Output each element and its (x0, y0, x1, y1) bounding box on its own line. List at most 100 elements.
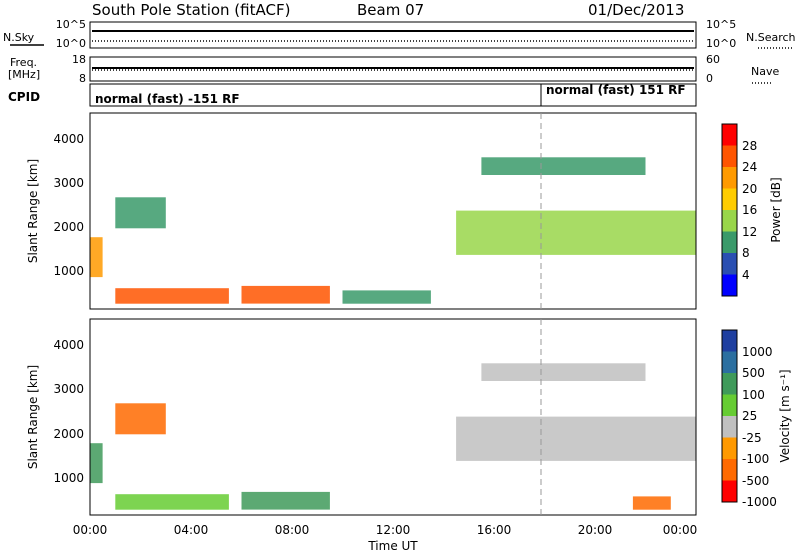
xtick-2000: 20:00 (578, 523, 613, 537)
velocity-colorbar-swatch-7 (722, 480, 737, 503)
power-colorbar-swatch-1 (722, 145, 737, 168)
nave-label: Nave (751, 65, 779, 78)
x-axis-ticks: 00:00 04:00 08:00 12:00 16:00 20:00 00:0… (73, 523, 698, 537)
freq-panel (89, 56, 697, 82)
nsky-panel (89, 21, 697, 49)
nsearch-label: N.Search (746, 31, 796, 44)
nsearch-tick-high: 10^5 (706, 18, 736, 31)
freq-label-line2: [MHz] (8, 68, 40, 81)
power-colorbar-ticks: 28 24 20 16 12 8 4 (742, 139, 757, 282)
velocity-heatmap (90, 363, 696, 510)
xtick-0800: 08:00 (275, 523, 310, 537)
velocity-region-4 (481, 363, 646, 381)
cpid-panel (89, 83, 697, 107)
power-colorbar-swatch-3 (722, 188, 737, 211)
power-colorbar-swatch-2 (722, 167, 737, 189)
velocity-region-6 (632, 496, 671, 510)
nsky-label: N.Sky (3, 31, 35, 44)
velocity-colorbar (722, 330, 737, 503)
velocity-colorbar-swatch-6 (722, 459, 737, 481)
velocity-cb-tick-500: 500 (742, 366, 765, 380)
power-region-1 (115, 288, 229, 304)
x-axis-label: Time UT (367, 539, 418, 553)
velocity-cb-tick-1000: 1000 (742, 345, 773, 359)
xtick-0000: 00:00 (73, 523, 108, 537)
power-ytick-3000: 3000 (53, 176, 84, 190)
velocity-colorbar-swatch-2 (722, 373, 737, 395)
nave-tick-low: 0 (706, 72, 713, 85)
power-colorbar (722, 124, 737, 297)
power-region-6 (115, 197, 166, 229)
velocity-region-2 (241, 491, 330, 510)
power-colorbar-swatch-6 (722, 253, 737, 275)
power-region-3 (342, 290, 431, 304)
cpid-label: CPID (8, 90, 40, 104)
velocity-cb-tick-neg100: -100 (742, 452, 769, 466)
velocity-ylabel: Slant Range [km] (26, 365, 40, 469)
power-ytick-2000: 2000 (53, 220, 84, 234)
power-panel-frame (89, 112, 697, 310)
cpid-segment-2: normal (fast) 151 RF (546, 83, 686, 97)
velocity-region-1 (115, 494, 229, 510)
power-cb-tick-12: 12 (742, 225, 757, 239)
xtick-1600: 16:00 (477, 523, 512, 537)
velocity-ytick-4000: 4000 (53, 338, 84, 352)
velocity-region-3 (456, 416, 696, 461)
velocity-ytick-1000: 1000 (53, 471, 84, 485)
velocity-colorbar-swatch-4 (722, 416, 737, 438)
power-cb-tick-8: 8 (742, 246, 750, 260)
nsky-tick-high: 10^5 (56, 18, 86, 31)
power-region-0 (90, 237, 103, 278)
power-region-4 (456, 210, 696, 255)
power-ytick-1000: 1000 (53, 264, 84, 278)
xtick-2400: 00:00 (663, 523, 698, 537)
power-colorbar-swatch-5 (722, 231, 737, 254)
date-title: 01/Dec/2013 (588, 1, 684, 19)
power-yticks: 1000 2000 3000 4000 (53, 132, 84, 278)
power-region-2 (241, 285, 330, 304)
beam-title: Beam 07 (357, 1, 424, 19)
station-title: South Pole Station (fitACF) (92, 1, 290, 19)
velocity-cb-tick-25: 25 (742, 409, 757, 423)
xtick-1200: 12:00 (376, 523, 411, 537)
power-ylabel: Slant Range [km] (26, 159, 40, 263)
velocity-colorbar-swatch-1 (722, 351, 737, 374)
power-colorbar-swatch-0 (722, 124, 737, 146)
power-colorbar-swatch-7 (722, 274, 737, 297)
cpid-segment-1: normal (fast) -151 RF (95, 92, 240, 106)
freq-tick-high: 18 (72, 53, 86, 66)
velocity-ytick-2000: 2000 (53, 427, 84, 441)
nsearch-tick-low: 10^0 (706, 37, 736, 50)
velocity-cb-tick-neg1000: -1000 (742, 495, 777, 509)
velocity-region-0 (90, 443, 103, 484)
freq-label-line1: Freq. (10, 56, 37, 69)
power-colorbar-swatch-4 (722, 210, 737, 232)
nsky-tick-low: 10^0 (56, 37, 86, 50)
nave-tick-high: 60 (706, 53, 720, 66)
power-cb-tick-20: 20 (742, 182, 757, 196)
power-colorbar-label: Power [dB] (769, 177, 783, 242)
velocity-yticks: 1000 2000 3000 4000 (53, 338, 84, 485)
velocity-colorbar-swatch-0 (722, 330, 737, 352)
velocity-colorbar-ticks: 1000 500 100 25 -25 -100 -500 -1000 (742, 345, 777, 509)
xtick-0400: 04:00 (174, 523, 209, 537)
power-cb-tick-24: 24 (742, 160, 757, 174)
velocity-panel-frame (89, 318, 697, 516)
power-region-5 (481, 157, 646, 175)
power-cb-tick-4: 4 (742, 268, 750, 282)
velocity-cb-tick-neg500: -500 (742, 474, 769, 488)
freq-tick-low: 8 (79, 72, 86, 85)
power-cb-tick-16: 16 (742, 203, 757, 217)
velocity-colorbar-frame (721, 329, 738, 503)
power-ytick-4000: 4000 (53, 132, 84, 146)
velocity-region-5 (115, 403, 166, 435)
velocity-colorbar-label: Velocity [m s⁻¹] (778, 369, 792, 462)
velocity-colorbar-swatch-3 (722, 394, 737, 417)
velocity-cb-tick-neg25: -25 (742, 431, 762, 445)
power-colorbar-frame (721, 123, 738, 297)
velocity-cb-tick-100: 100 (742, 388, 765, 402)
velocity-colorbar-swatch-5 (722, 437, 737, 460)
velocity-ytick-3000: 3000 (53, 382, 84, 396)
power-heatmap (90, 157, 696, 304)
